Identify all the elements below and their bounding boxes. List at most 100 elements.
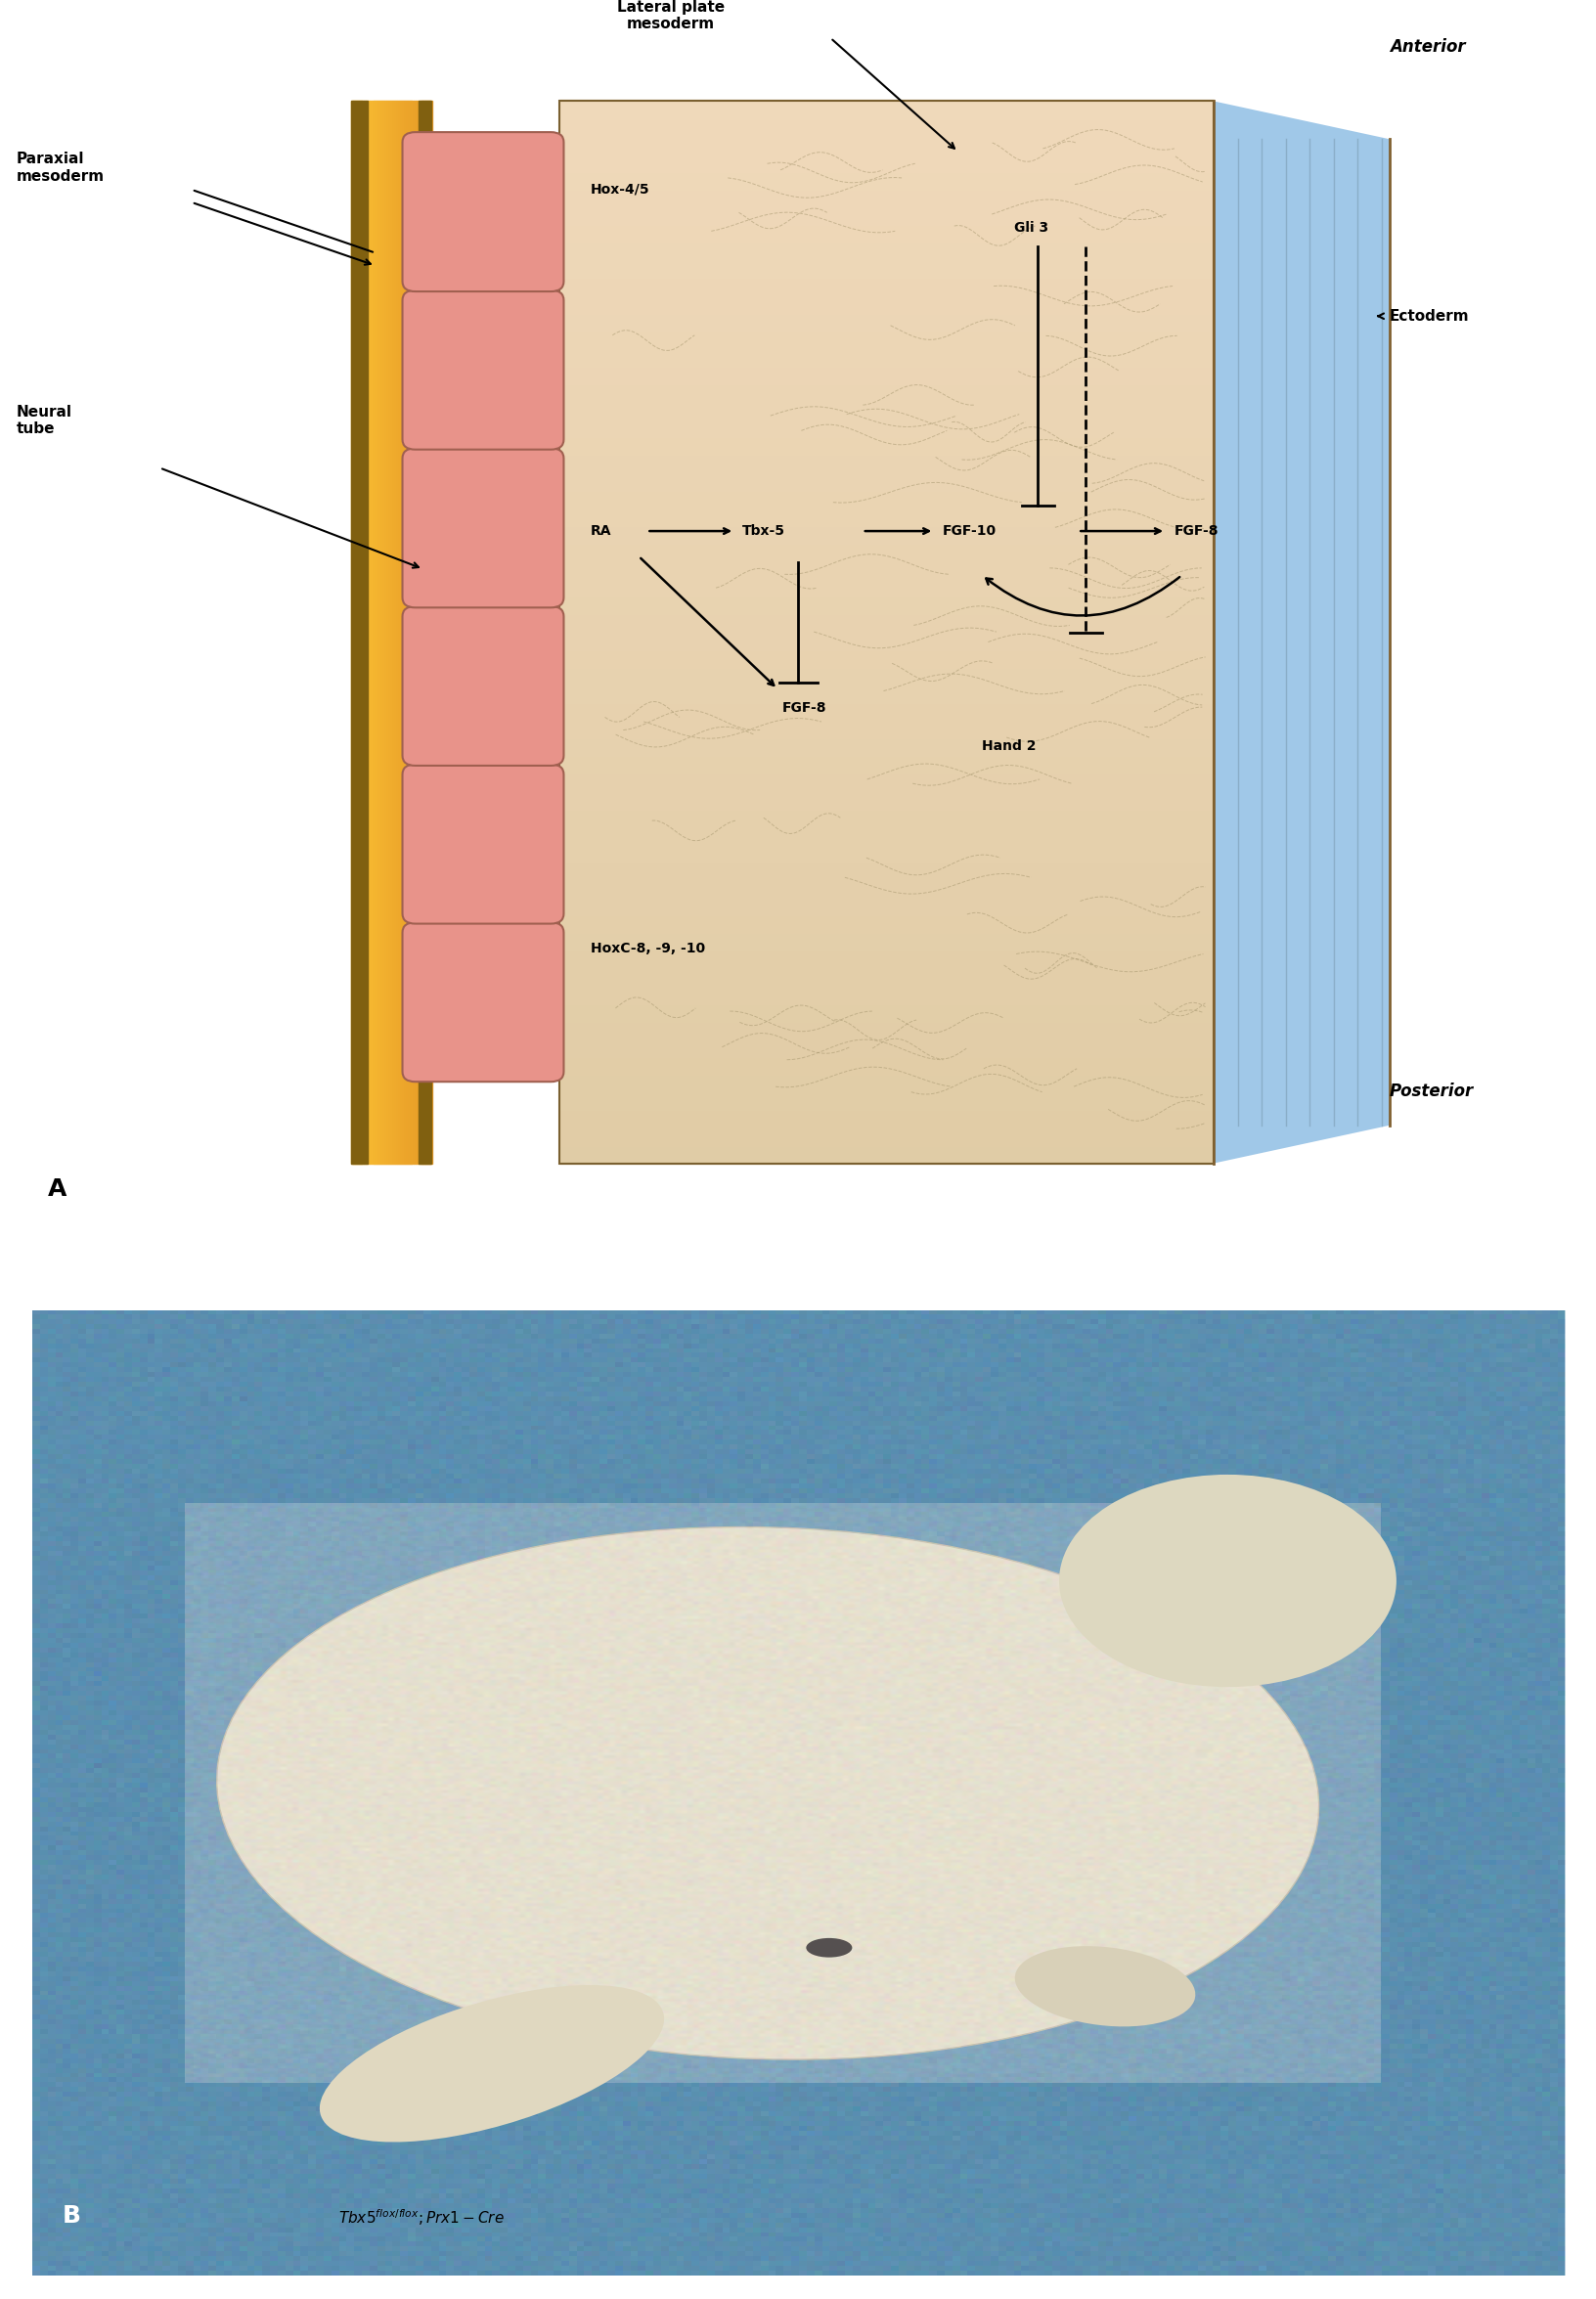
Bar	[353, 101, 356, 1163]
Bar	[559, 648, 1213, 667]
Bar	[559, 630, 1213, 651]
Bar	[396, 101, 397, 1163]
FancyBboxPatch shape	[402, 607, 563, 766]
Bar	[559, 1039, 1213, 1058]
Bar	[429, 101, 431, 1163]
Text: Tbx-5: Tbx-5	[742, 524, 785, 538]
Bar	[401, 101, 404, 1163]
Bar	[385, 101, 388, 1163]
Bar	[409, 101, 412, 1163]
Bar	[559, 772, 1213, 791]
Bar	[559, 915, 1213, 933]
Bar	[412, 101, 413, 1163]
Bar	[559, 878, 1213, 897]
Bar	[361, 101, 364, 1163]
Bar	[559, 400, 1213, 421]
Text: Lateral plate
mesoderm: Lateral plate mesoderm	[616, 0, 725, 32]
Text: FGF-10: FGF-10	[942, 524, 996, 538]
Bar	[559, 453, 1213, 474]
Bar	[559, 1092, 1213, 1110]
Text: FGF-8: FGF-8	[782, 701, 827, 715]
Bar	[559, 508, 1213, 526]
Bar	[559, 1074, 1213, 1092]
Bar	[559, 207, 1213, 225]
Bar	[559, 418, 1213, 437]
Bar	[358, 101, 361, 1163]
Bar	[559, 223, 1213, 244]
Bar	[559, 685, 1213, 703]
Bar	[559, 825, 1213, 844]
Bar	[559, 1002, 1213, 1021]
FancyBboxPatch shape	[402, 290, 563, 451]
Bar	[559, 154, 1213, 172]
Bar	[559, 807, 1213, 828]
Text: HoxC-8, -9, -10: HoxC-8, -9, -10	[591, 943, 705, 954]
Bar	[399, 101, 402, 1163]
Bar	[364, 101, 365, 1163]
Bar	[375, 101, 378, 1163]
Text: Ectoderm: Ectoderm	[1389, 308, 1468, 324]
Ellipse shape	[1013, 1947, 1195, 2025]
Bar	[559, 577, 1213, 598]
Bar	[559, 101, 1213, 1163]
Text: Hand 2: Hand 2	[982, 740, 1036, 752]
Bar	[559, 1021, 1213, 1039]
Bar	[559, 366, 1213, 384]
Bar	[559, 897, 1213, 915]
FancyBboxPatch shape	[402, 448, 563, 607]
Bar	[559, 471, 1213, 490]
Bar	[559, 136, 1213, 154]
Bar	[417, 101, 420, 1163]
Text: RA: RA	[591, 524, 611, 538]
Bar	[559, 170, 1213, 191]
FancyBboxPatch shape	[402, 922, 563, 1083]
Bar	[380, 101, 381, 1163]
Bar	[423, 101, 426, 1163]
Bar	[559, 543, 1213, 561]
Bar	[559, 117, 1213, 136]
Bar	[351, 101, 367, 1163]
Text: A: A	[48, 1177, 67, 1200]
Bar	[421, 101, 425, 1163]
Text: Posterior: Posterior	[1389, 1083, 1473, 1101]
Bar	[418, 101, 421, 1163]
Bar	[373, 101, 377, 1163]
Bar	[559, 524, 1213, 545]
Bar	[367, 101, 370, 1163]
Bar	[418, 101, 431, 1163]
Bar	[389, 101, 393, 1163]
Bar	[397, 101, 399, 1163]
Text: Neural
tube: Neural tube	[16, 405, 72, 437]
Bar	[559, 667, 1213, 685]
Bar	[559, 754, 1213, 775]
Ellipse shape	[1058, 1474, 1395, 1687]
FancyArrowPatch shape	[985, 577, 1179, 616]
Bar	[393, 101, 396, 1163]
Bar	[559, 984, 1213, 1005]
Bar	[428, 101, 429, 1163]
Bar	[559, 791, 1213, 809]
Bar	[413, 101, 415, 1163]
Ellipse shape	[217, 1527, 1318, 2060]
Text: Paraxial
mesoderm: Paraxial mesoderm	[16, 152, 104, 184]
Text: Hox-4/5: Hox-4/5	[591, 184, 650, 195]
Bar	[370, 101, 373, 1163]
FancyBboxPatch shape	[402, 131, 563, 292]
Bar	[559, 701, 1213, 720]
Text: Gli 3: Gli 3	[1013, 221, 1049, 234]
Bar	[559, 437, 1213, 455]
Bar	[388, 101, 389, 1163]
Bar	[359, 101, 362, 1163]
Bar	[559, 931, 1213, 952]
Bar	[405, 101, 409, 1163]
Bar	[356, 101, 358, 1163]
Bar	[559, 968, 1213, 986]
Bar	[559, 260, 1213, 278]
Bar	[559, 331, 1213, 349]
Text: B: B	[62, 2205, 81, 2228]
Polygon shape	[1213, 101, 1389, 1163]
Bar	[559, 949, 1213, 968]
Bar	[391, 101, 394, 1163]
Bar	[559, 614, 1213, 632]
Bar	[415, 101, 418, 1163]
